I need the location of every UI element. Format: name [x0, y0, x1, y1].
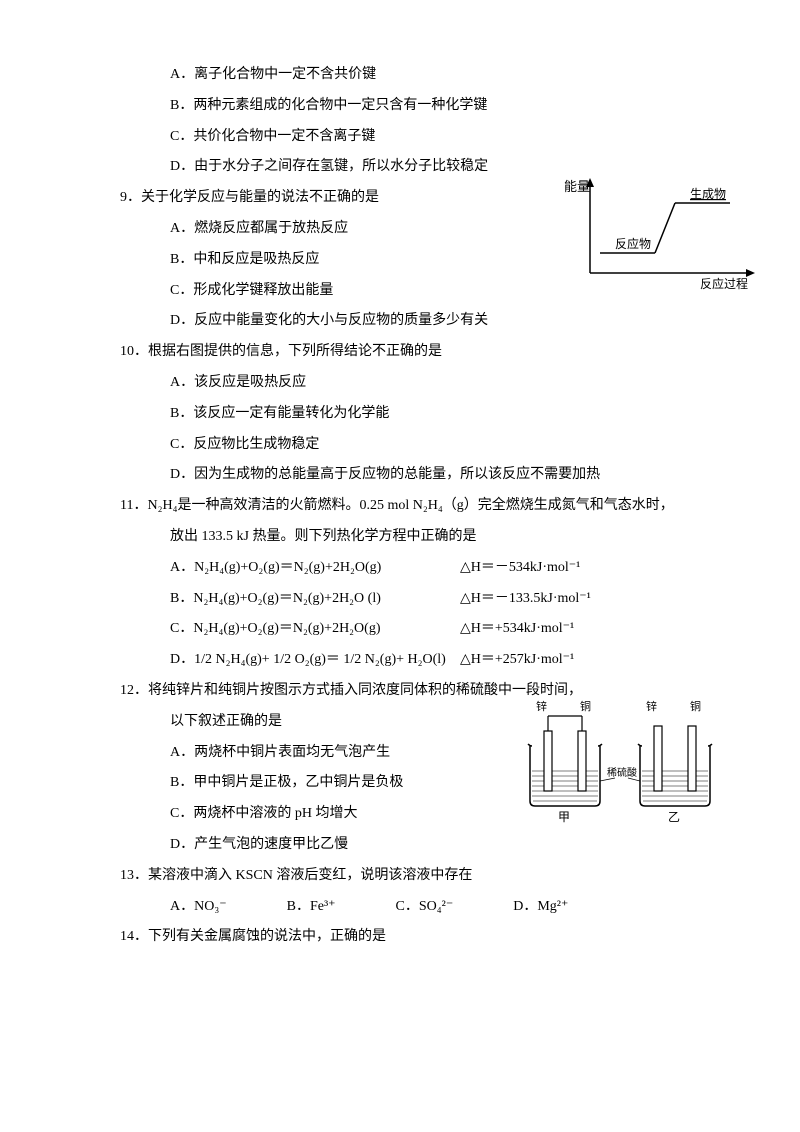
- product-label: 生成物: [690, 187, 726, 201]
- q10-option-a: A．该反应是吸热反应: [170, 368, 680, 399]
- q10-option-d: D．因为生成物的总能量高于反应物的总能量，所以该反应不需要加热: [170, 460, 680, 491]
- energy-y-label: 能量: [564, 179, 590, 194]
- q11-title2: 放出 133.5 kJ 热量。则下列热化学方程中正确的是: [170, 522, 680, 553]
- beaker-diagram: 锌 铜 甲 锌 铜 乙 稀硫酸: [520, 696, 730, 826]
- q13-title: 13．某溶液中滴入 KSCN 溶液后变红，说明该溶液中存在: [120, 861, 680, 892]
- q8-option-b: B．两种元素组成的化合物中一定只含有一种化学键: [170, 91, 680, 122]
- q13-option-b: B．Fe³⁺: [287, 892, 336, 923]
- q11-option-c-dh: △H＝+534kJ·mol⁻¹: [460, 614, 574, 645]
- jia-label: 甲: [558, 810, 570, 824]
- q11-option-d-eq: D．1/2 N₂H₄(g)+ 1/2 O₂(g)＝ 1/2 N₂(g)+ H₂O…: [170, 645, 460, 676]
- q11-option-c-eq: C．N₂H₄(g)+O₂(g)＝N₂(g)+2H₂O(g): [170, 614, 460, 645]
- yi-label: 乙: [668, 810, 680, 824]
- reactant-label: 反应物: [615, 236, 651, 251]
- energy-diagram: 能量 反应物 生成物 反应过程: [560, 173, 760, 293]
- q11-option-b-eq: B．N₂H₄(g)+O₂(g)＝N₂(g)+2H₂O (l): [170, 584, 460, 615]
- q12-option-d: D．产生气泡的速度甲比乙慢: [170, 830, 680, 861]
- q11-option-b-dh: △H＝－133.5kJ·mol⁻¹: [460, 584, 591, 615]
- q11-option-d-dh: △H＝+257kJ·mol⁻¹: [460, 645, 574, 676]
- q10-option-b: B．该反应一定有能量转化为化学能: [170, 399, 680, 430]
- q13-option-a: A．NO₃⁻: [170, 892, 227, 923]
- q10-option-c: C．反应物比生成物稳定: [170, 430, 680, 461]
- zn-label-1: 锌: [536, 699, 547, 713]
- q11-option-a-eq: A．N₂H₄(g)+O₂(g)＝N₂(g)+2H₂O(g): [170, 553, 460, 584]
- q10-title: 10．根据右图提供的信息，下列所得结论不正确的是: [120, 337, 680, 368]
- acid-label: 稀硫酸: [607, 766, 637, 779]
- q9-option-d: D．反应中能量变化的大小与反应物的质量多少有关: [170, 306, 680, 337]
- q11-title1: 11．N₂H₄是一种高效清洁的火箭燃料。0.25 mol N₂H₄（g）完全燃烧…: [120, 491, 680, 522]
- q8-option-a: A．离子化合物中一定不含共价键: [170, 60, 680, 91]
- q14-title: 14．下列有关金属腐蚀的说法中，正确的是: [120, 922, 680, 953]
- q13-option-d: D．Mg²⁺: [513, 892, 568, 923]
- zn-label-2: 锌: [646, 699, 657, 713]
- q11-option-a-dh: △H＝－534kJ·mol⁻¹: [460, 553, 580, 584]
- q8-option-c: C．共价化合物中一定不含离子键: [170, 122, 680, 153]
- q13-option-c: C．SO₄²⁻: [396, 892, 454, 923]
- energy-x-label: 反应过程: [700, 276, 748, 291]
- cu-label-2: 铜: [690, 699, 701, 713]
- cu-label-1: 铜: [580, 699, 591, 713]
